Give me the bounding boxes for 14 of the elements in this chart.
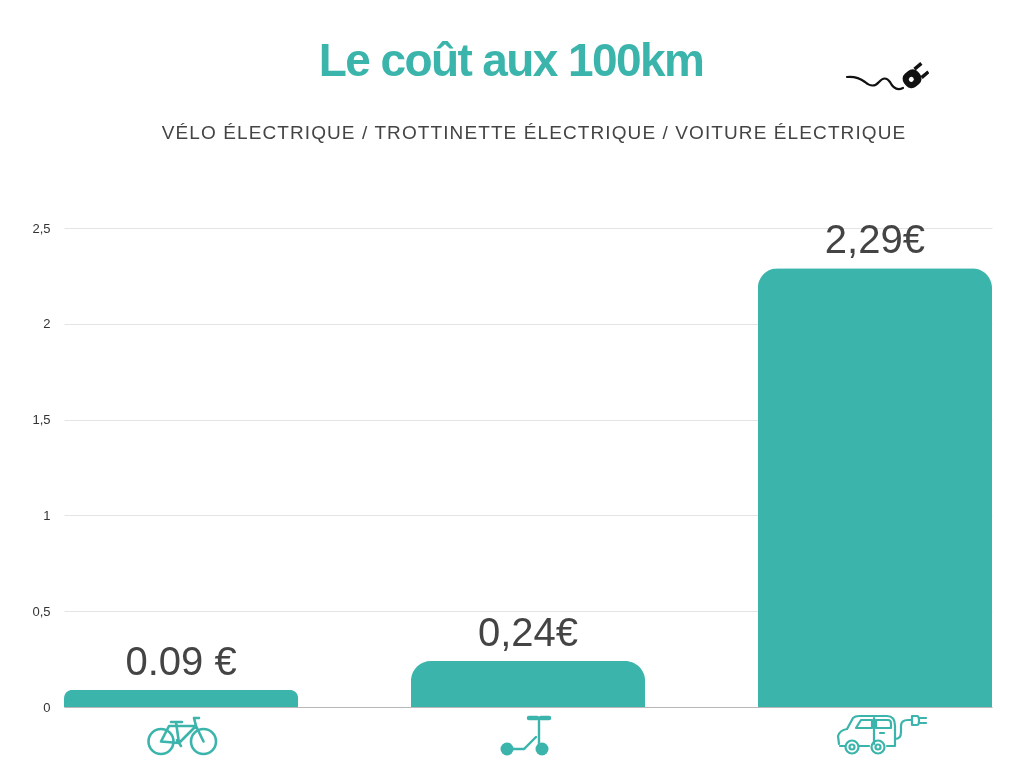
data-label: 0,24€ [477, 610, 579, 655]
y-tick-label: 2,5 [32, 220, 51, 236]
chart-subtitle: VÉLO ÉLECTRIQUE / TROTTINETTE ÉLECTRIQUE / VOITURE ÉLECTRIQUE [160, 122, 908, 143]
data-label: 0.09 € [125, 638, 237, 683]
data-label: 2,29€ [824, 217, 925, 262]
bar [757, 268, 992, 707]
y-tick-label: 1 [43, 507, 51, 523]
y-tick-label: 0,5 [32, 603, 51, 619]
y-tick-label: 0 [43, 699, 51, 715]
bar [64, 689, 299, 707]
bar [410, 661, 646, 707]
chart-title: Le coût aux 100km [317, 34, 705, 86]
y-tick-label: 2 [43, 316, 51, 332]
y-tick-label: 1,5 [32, 412, 51, 428]
